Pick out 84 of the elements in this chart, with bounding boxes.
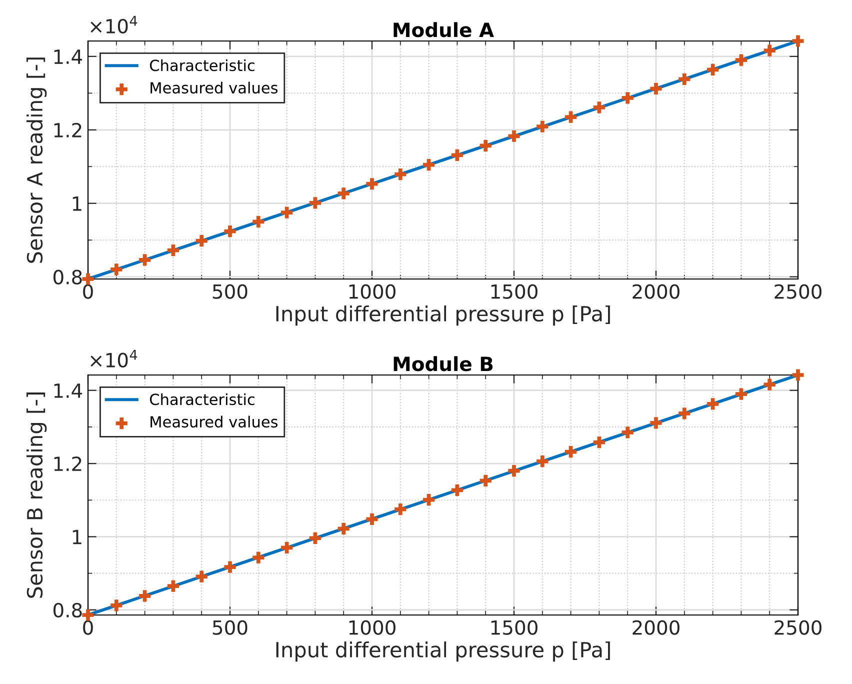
point	[508, 130, 520, 142]
y-axis-title: Sensor B reading [-]	[26, 392, 47, 598]
point	[764, 378, 776, 390]
legend-label: Measured values	[150, 82, 278, 94]
point	[366, 178, 378, 190]
point	[622, 92, 634, 104]
x-tick-label: 1500	[491, 284, 538, 299]
text: ×10$^{4}$	[90, 350, 138, 368]
point	[82, 273, 94, 285]
point	[252, 216, 264, 228]
point	[480, 474, 492, 487]
point	[678, 408, 690, 420]
y-tick-label: 1.2	[54, 122, 82, 138]
point	[338, 522, 350, 534]
point	[508, 465, 520, 477]
point	[252, 552, 264, 564]
point	[792, 35, 804, 47]
point	[593, 102, 606, 114]
point	[280, 542, 293, 554]
legend-label: Characteristic	[150, 393, 254, 406]
point	[167, 244, 180, 256]
point	[536, 120, 548, 132]
x-tick-label: 1000	[349, 284, 396, 299]
text: ×10$^{4}$	[90, 16, 138, 34]
point	[338, 188, 350, 200]
y-tick-label: 1	[72, 530, 82, 544]
point	[678, 73, 690, 86]
point	[82, 609, 94, 621]
point	[764, 44, 776, 56]
point	[536, 456, 548, 468]
point	[706, 64, 719, 76]
x-tick-label: 500	[212, 284, 248, 299]
point	[451, 484, 464, 496]
point	[622, 426, 634, 438]
y-tick-label: 1	[72, 196, 82, 211]
y-tick-label: 0.8	[54, 270, 82, 284]
point	[706, 398, 719, 410]
y-tick-label: 1.4	[54, 50, 82, 64]
legend-label: Characteristic	[150, 59, 254, 72]
x-tick-label: 1500	[491, 620, 538, 635]
x-axis-title: Input differential pressure p [Pa]	[276, 641, 610, 662]
point	[167, 580, 180, 592]
x-tick-label: 1000	[349, 620, 396, 635]
point	[480, 140, 492, 152]
x-tick-label: 2000	[632, 284, 680, 299]
point	[451, 149, 464, 162]
point	[138, 254, 151, 266]
point	[224, 225, 236, 238]
point	[196, 570, 208, 582]
point	[110, 264, 122, 276]
chart-title: Module B	[394, 356, 493, 372]
point	[309, 532, 322, 544]
y-tick-label: 1.2	[54, 456, 82, 471]
y-axis-title: Sensor A reading [-]	[26, 58, 47, 263]
x-tick-label: 2500	[774, 284, 822, 299]
x-tick-label: 2000	[632, 620, 680, 635]
x-tick-label: 500	[212, 620, 248, 635]
chart-title: Module A	[394, 22, 494, 38]
x-tick-label: 0	[83, 284, 93, 299]
point	[564, 446, 577, 458]
point	[422, 494, 435, 506]
point	[650, 82, 662, 95]
point	[110, 600, 122, 612]
point	[224, 561, 236, 573]
x-axis-title: Input differential pressure p [Pa]	[276, 305, 610, 326]
y-tick-label: 0.8	[54, 602, 82, 618]
point	[394, 503, 406, 516]
point	[422, 158, 435, 171]
point	[735, 388, 748, 400]
point	[593, 436, 606, 448]
point	[366, 513, 378, 525]
point	[792, 369, 804, 381]
legend-label: Measured values	[150, 416, 278, 428]
x-tick-label: 2500	[774, 620, 822, 635]
point	[735, 54, 748, 66]
point	[138, 590, 151, 602]
point	[280, 206, 293, 218]
x-tick-label: 0	[83, 620, 93, 635]
point	[394, 168, 406, 180]
point	[564, 111, 577, 123]
point	[196, 234, 208, 247]
point	[309, 197, 322, 209]
point	[650, 417, 662, 429]
y-tick-label: 1.4	[54, 384, 82, 398]
